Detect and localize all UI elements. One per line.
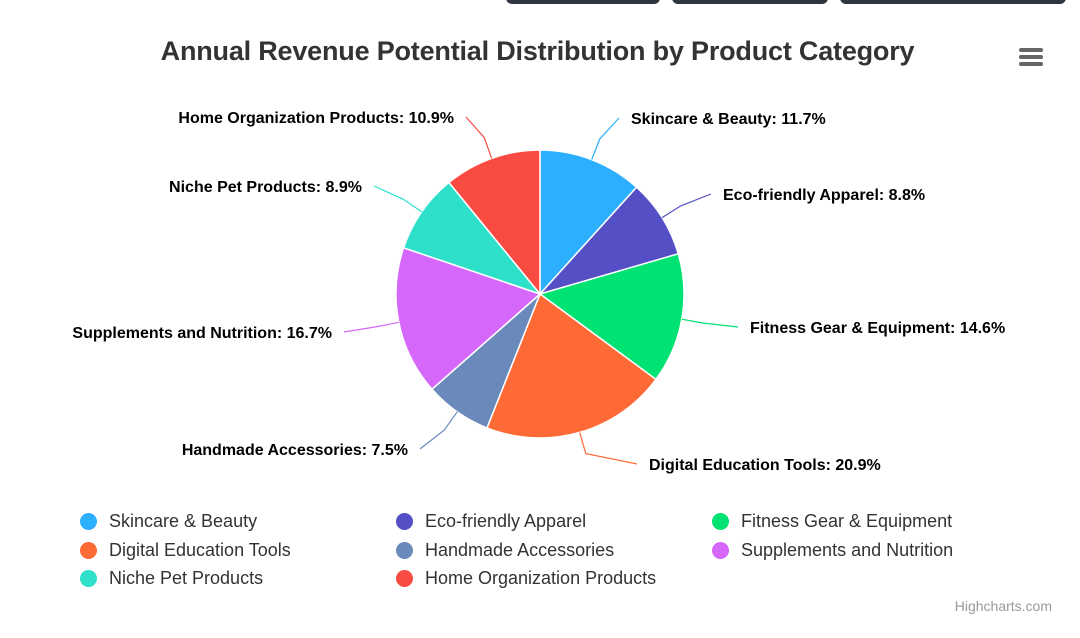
- legend-label: Fitness Gear & Equipment: [741, 510, 953, 531]
- connector-line: [465, 116, 493, 159]
- legend-item[interactable]: Handmade Accessories: [396, 538, 614, 562]
- connector-line: [591, 117, 620, 160]
- legend-label: Handmade Accessories: [425, 539, 615, 560]
- legend-label: Eco-friendly Apparel: [425, 510, 587, 531]
- data-label: Digital Education Tools: 20.9%: [649, 457, 881, 474]
- pie-slice[interactable]: [486, 292, 658, 439]
- legend-item[interactable]: Supplements and Nutrition: [712, 538, 953, 562]
- legend-marker: [712, 541, 729, 559]
- legend-label: Niche Pet Products: [109, 567, 264, 588]
- data-label: Eco-friendly Apparel: 8.8%: [723, 187, 925, 204]
- hamburger-menu-icon[interactable]: [1014, 44, 1044, 70]
- legend-item[interactable]: Niche Pet Products: [80, 566, 263, 590]
- legend-item[interactable]: Eco-friendly Apparel: [396, 509, 586, 533]
- connector-line: [373, 185, 423, 213]
- data-label: Skincare & Beauty: 11.7%: [631, 111, 826, 128]
- top-tab-1[interactable]: [506, 0, 660, 4]
- legend-marker: [712, 512, 729, 530]
- legend-marker: [396, 569, 413, 587]
- data-label: Handmade Accessories: 7.5%: [182, 442, 408, 459]
- legend-label: Supplements and Nutrition: [741, 539, 954, 560]
- legend-item[interactable]: Skincare & Beauty: [80, 509, 257, 533]
- legend-marker: [80, 512, 97, 530]
- data-labels: Skincare & Beauty: 11.7% Eco-friendly App…: [72, 110, 1005, 474]
- connector-line: [419, 411, 458, 450]
- data-label: Niche Pet Products: 8.9%: [169, 179, 362, 196]
- pie-slices: [395, 149, 685, 439]
- credits-link[interactable]: Highcharts.com: [954, 598, 1052, 614]
- connector-line: [343, 321, 399, 333]
- connector-line: [661, 193, 712, 219]
- data-label: Fitness Gear & Equipment: 14.6%: [750, 320, 1005, 337]
- data-label: Home Organization Products: 10.9%: [178, 110, 454, 127]
- legend-label: Home Organization Products: [425, 567, 657, 588]
- legend-label: Digital Education Tools: [109, 539, 291, 560]
- pie-slice[interactable]: [402, 181, 543, 296]
- pie-slice[interactable]: [538, 252, 685, 381]
- legend-item[interactable]: Digital Education Tools: [80, 538, 291, 562]
- connector-line: [579, 432, 638, 465]
- chart-title: Annual Revenue Potential Distribution by…: [160, 36, 915, 66]
- top-tab-3[interactable]: [840, 0, 1066, 4]
- top-tab-2[interactable]: [672, 0, 828, 4]
- legend-marker: [80, 541, 97, 559]
- pie-slice[interactable]: [539, 149, 638, 296]
- legend-item[interactable]: Fitness Gear & Equipment: [712, 509, 952, 533]
- connector-line: [681, 318, 739, 328]
- pie-slice[interactable]: [395, 246, 542, 391]
- data-label: Supplements and Nutrition: 16.7%: [72, 325, 332, 342]
- legend-item[interactable]: Home Organization Products: [396, 566, 656, 590]
- legend-label: Skincare & Beauty: [109, 510, 258, 531]
- legend-marker: [396, 512, 413, 530]
- legend-marker: [396, 541, 413, 559]
- legend-marker: [80, 569, 97, 587]
- data-label-connectors: [343, 116, 739, 465]
